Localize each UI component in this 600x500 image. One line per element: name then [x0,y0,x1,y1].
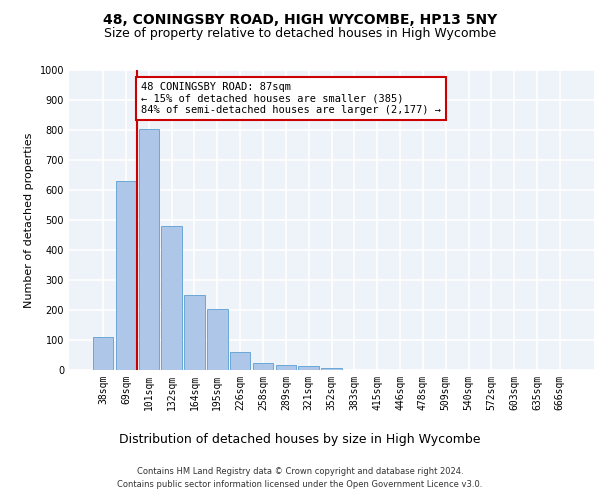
Text: Contains HM Land Registry data © Crown copyright and database right 2024.: Contains HM Land Registry data © Crown c… [137,468,463,476]
Bar [161,226,182,370]
Bar [321,368,342,370]
Text: Distribution of detached houses by size in High Wycombe: Distribution of detached houses by size … [119,432,481,446]
Text: 48, CONINGSBY ROAD, HIGH WYCOMBE, HP13 5NY: 48, CONINGSBY ROAD, HIGH WYCOMBE, HP13 5… [103,12,497,26]
Bar [298,366,319,370]
Bar [139,128,159,370]
Bar [93,337,113,370]
Text: Contains public sector information licensed under the Open Government Licence v3: Contains public sector information licen… [118,480,482,489]
Bar [116,181,136,370]
Bar [230,352,250,370]
Y-axis label: Number of detached properties: Number of detached properties [24,132,34,308]
Bar [275,364,296,370]
Text: 48 CONINGSBY ROAD: 87sqm
← 15% of detached houses are smaller (385)
84% of semi-: 48 CONINGSBY ROAD: 87sqm ← 15% of detach… [141,82,441,115]
Bar [253,362,273,370]
Bar [207,308,227,370]
Text: Size of property relative to detached houses in High Wycombe: Size of property relative to detached ho… [104,28,496,40]
Bar [184,295,205,370]
